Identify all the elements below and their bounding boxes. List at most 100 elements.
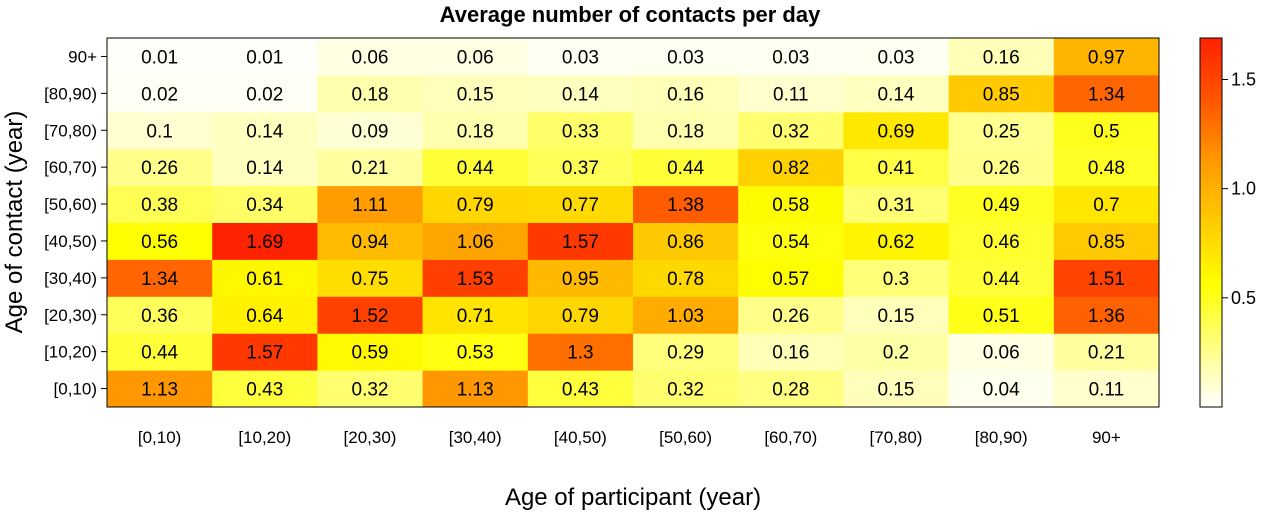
x-tick-label: [80,90) xyxy=(975,428,1028,447)
heatmap-cell xyxy=(633,148,739,187)
y-axis-label: Age of contact (year) xyxy=(1,111,28,334)
heatmap-cell xyxy=(843,259,950,297)
x-tick-label: [70,80) xyxy=(870,428,923,447)
heatmap-cell xyxy=(843,111,950,150)
cell-value-label: 0.37 xyxy=(562,158,599,179)
heatmap-cell xyxy=(212,333,318,371)
cell-value-label: 0.15 xyxy=(878,380,915,401)
y-tick-label: [50,60) xyxy=(44,195,97,214)
heatmap-cell xyxy=(1053,148,1160,187)
cell-value-label: 0.06 xyxy=(352,47,389,68)
heatmap-cell xyxy=(738,74,844,113)
cell-value-label: 0.59 xyxy=(352,343,389,364)
y-tick-label: [10,20) xyxy=(44,343,97,362)
heatmap-cell xyxy=(738,148,844,187)
x-tick-label: [40,50) xyxy=(554,428,607,447)
x-axis-ticks: [0,10) [10,20) [20,30) [30,40) [40,50) [50,60… xyxy=(138,428,1121,447)
cell-value-label: 1.53 xyxy=(457,269,494,290)
colorbar-tick-label: 0.5 xyxy=(1231,288,1256,308)
cell-value-label: 1.13 xyxy=(457,380,494,401)
y-tick-label: 90+ xyxy=(68,47,97,66)
heatmap-cell xyxy=(422,222,529,260)
cell-value-label: 0.38 xyxy=(141,195,178,216)
cell-value-label: 0.57 xyxy=(772,269,809,290)
heatmap-cell xyxy=(107,259,213,297)
cell-value-label: 0.41 xyxy=(878,158,915,179)
heatmap-cell xyxy=(843,38,950,76)
cell-value-label: 0.25 xyxy=(983,121,1020,142)
heatmap-cell xyxy=(422,370,529,408)
cell-value-label: 0.64 xyxy=(246,306,283,327)
heatmap-cell xyxy=(843,185,950,223)
heatmap-cell xyxy=(738,185,844,223)
chart-title: Average number of contacts per day xyxy=(440,2,821,27)
heatmap-cell xyxy=(633,370,739,408)
cell-value-label: 1.57 xyxy=(246,343,283,364)
cell-value-label: 0.69 xyxy=(878,121,915,142)
heatmap-cell xyxy=(843,148,950,187)
heatmap-cell xyxy=(633,38,739,76)
heatmap-cell xyxy=(1053,111,1160,150)
heatmap-cell xyxy=(212,148,318,187)
heatmap-cell xyxy=(948,333,1055,371)
cell-value-label: 0.28 xyxy=(772,380,809,401)
cell-value-label: 0.14 xyxy=(246,121,283,142)
x-tick-label: [10,20) xyxy=(238,428,291,447)
cell-value-label: 0.03 xyxy=(772,47,809,68)
cell-value-label: 0.03 xyxy=(667,47,704,68)
y-tick-label: [80,90) xyxy=(44,84,97,103)
cell-value-label: 0.1 xyxy=(146,121,172,142)
heatmap-cell xyxy=(633,333,739,371)
cell-value-label: 0.71 xyxy=(457,306,494,327)
cell-value-label: 0.75 xyxy=(352,269,389,290)
heatmap-cell xyxy=(948,111,1055,150)
cell-value-label: 0.18 xyxy=(457,121,494,142)
cell-value-label: 1.34 xyxy=(141,269,178,290)
cell-value-label: 0.31 xyxy=(878,195,915,216)
x-tick-label: [30,40) xyxy=(449,428,502,447)
heatmap-cells: 1.13 0.43 0.32 1.13 0.43 0.32 0.28 0.15 0.04 0.11… xyxy=(107,38,1160,408)
heatmap-cell xyxy=(317,185,424,223)
cell-value-label: 0.53 xyxy=(457,343,494,364)
heatmap-cell xyxy=(422,111,529,150)
colorbar-tick-label: 1.0 xyxy=(1231,179,1256,199)
cell-value-label: 0.3 xyxy=(883,269,909,290)
heatmap-cell xyxy=(843,333,950,371)
x-tick-label: 90+ xyxy=(1092,428,1121,447)
cell-value-label: 0.43 xyxy=(562,380,599,401)
cell-value-label: 1.36 xyxy=(1088,306,1125,327)
cell-value-label: 0.85 xyxy=(1088,232,1125,253)
cell-value-label: 0.21 xyxy=(1088,343,1125,364)
cell-value-label: 0.78 xyxy=(667,269,704,290)
x-tick-label: [50,60) xyxy=(659,428,712,447)
colorbar-ticks: 0.5 1.0 1.5 xyxy=(1222,69,1256,308)
heatmap-cell xyxy=(527,370,634,408)
heatmap-cell xyxy=(633,222,739,260)
cell-value-label: 0.18 xyxy=(667,121,704,142)
heatmap-cell xyxy=(527,148,634,187)
cell-value-label: 0.11 xyxy=(1089,380,1125,401)
cell-value-label: 1.52 xyxy=(352,306,389,327)
heatmap-cell xyxy=(843,74,950,113)
cell-value-label: 0.06 xyxy=(983,343,1020,364)
cell-value-label: 0.15 xyxy=(457,84,494,105)
heatmap-cell xyxy=(317,333,424,371)
cell-value-label: 1.51 xyxy=(1088,269,1125,290)
y-tick-label: [60,70) xyxy=(44,158,97,177)
cell-value-label: 0.46 xyxy=(983,232,1020,253)
y-tick-label: [20,30) xyxy=(44,306,97,325)
heatmap-cell xyxy=(633,111,739,150)
heatmap-cell xyxy=(527,38,634,76)
heatmap-cell xyxy=(212,259,318,297)
cell-value-label: 0.16 xyxy=(772,343,809,364)
cell-value-label: 0.32 xyxy=(352,380,389,401)
x-axis-label: Age of participant (year) xyxy=(505,484,761,511)
heatmap-cell xyxy=(527,111,634,150)
cell-value-label: 0.06 xyxy=(457,47,494,68)
cell-value-label: 0.14 xyxy=(562,84,599,105)
heatmap-cell xyxy=(212,185,318,223)
cell-value-label: 0.03 xyxy=(562,47,599,68)
heatmap-cell xyxy=(948,296,1055,334)
cell-value-label: 0.01 xyxy=(141,47,178,68)
